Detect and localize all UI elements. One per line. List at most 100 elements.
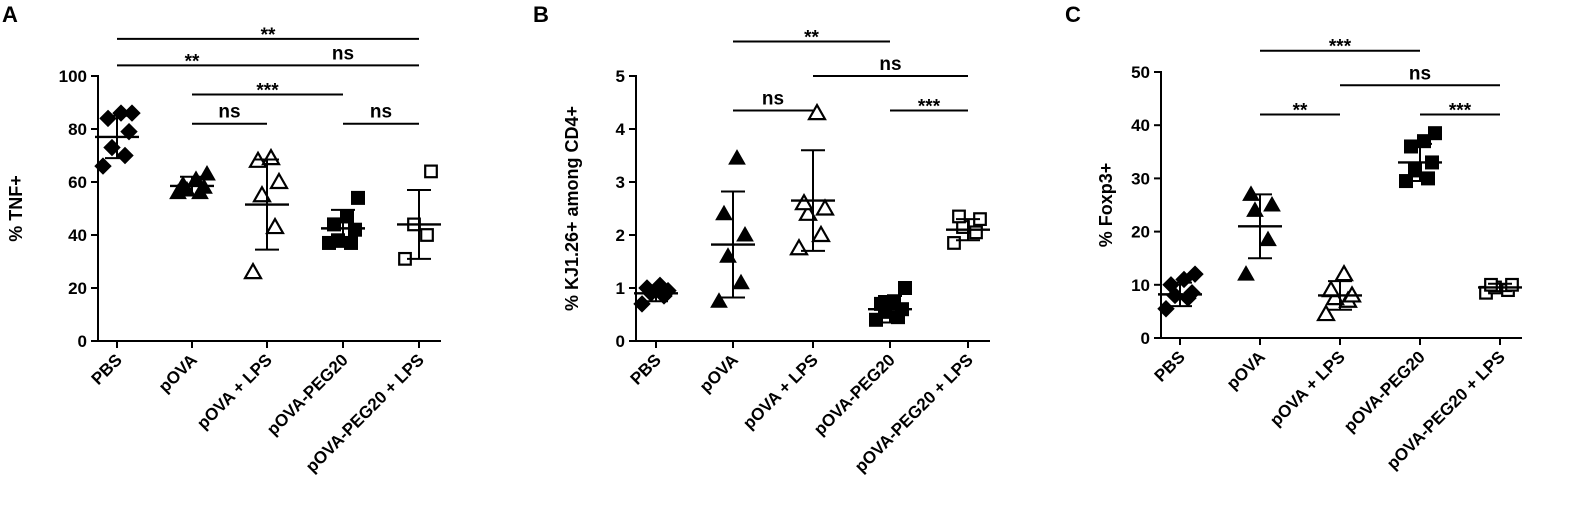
x-tick-label: pOVA + LPS	[193, 350, 276, 433]
x-tick-label: pOVA-PEG20	[810, 350, 899, 439]
y-tick-label: 0	[1141, 329, 1150, 348]
group-4	[1478, 277, 1522, 300]
significance-label: ***	[256, 81, 279, 102]
data-point	[269, 171, 289, 190]
group-3	[1398, 126, 1442, 189]
data-point	[1505, 277, 1519, 292]
data-point	[728, 149, 746, 165]
y-tick-label: 100	[59, 67, 87, 86]
data-point	[1408, 163, 1422, 178]
data-point	[424, 164, 438, 179]
data-point	[265, 216, 285, 235]
group-0	[633, 276, 678, 313]
significance-label: ns	[332, 43, 354, 64]
data-point	[736, 225, 754, 242]
y-tick-label: 40	[68, 226, 87, 245]
significance-label: ns	[879, 54, 901, 75]
x-tick-label: pOVA	[155, 350, 201, 396]
x-tick-label: pOVA	[696, 350, 742, 396]
data-point	[1428, 126, 1442, 141]
group-0	[1157, 265, 1204, 318]
data-point	[947, 236, 961, 250]
y-tick-label: 5	[616, 67, 625, 86]
group-1	[1237, 185, 1282, 281]
x-tick-label: pOVA-PEG20	[1340, 347, 1429, 436]
panel-letter-a: A	[2, 2, 18, 27]
group-2	[789, 102, 835, 256]
data-point	[1183, 284, 1201, 302]
data-point	[1259, 230, 1277, 247]
data-point	[123, 104, 141, 122]
x-tick-label: PBS	[88, 350, 126, 388]
significance-label: **	[1293, 101, 1308, 122]
data-point	[715, 204, 733, 221]
y-tick-label: 3	[616, 173, 625, 192]
y-tick-label: 1	[616, 279, 625, 298]
data-point	[1237, 265, 1255, 281]
y-tick-label: 60	[68, 173, 87, 192]
y-axis-label: % KJ1.26+ among CD4+	[562, 106, 582, 311]
group-0	[94, 104, 141, 175]
x-tick-label: pOVA	[1223, 347, 1269, 393]
data-point	[261, 147, 281, 166]
significance-label: **	[261, 25, 276, 46]
significance-label: ns	[370, 102, 392, 123]
data-point	[1263, 195, 1281, 212]
group-2	[1316, 263, 1362, 322]
y-axis-label: % Foxp3+	[1096, 163, 1116, 248]
group-3	[321, 190, 365, 250]
group-1	[710, 149, 755, 308]
x-tick-label: PBS	[1151, 347, 1189, 385]
data-point	[120, 122, 138, 141]
significance-label: **	[185, 51, 200, 72]
x-tick-label: pOVA + LPS	[1266, 347, 1349, 430]
group-1	[169, 165, 216, 200]
y-tick-label: 4	[616, 120, 626, 139]
group-3	[868, 281, 912, 327]
data-point	[710, 292, 728, 308]
data-point	[815, 198, 835, 216]
significance-label: ***	[1449, 101, 1472, 122]
y-tick-label: 0	[616, 332, 625, 351]
data-point	[789, 238, 809, 256]
significance-label: ***	[1329, 37, 1352, 58]
group-2	[243, 147, 289, 280]
y-tick-label: 50	[1131, 63, 1150, 82]
significance-label: ns	[1409, 63, 1431, 84]
x-tick-label: PBS	[627, 350, 665, 388]
y-tick-label: 40	[1131, 116, 1150, 135]
data-point	[94, 157, 112, 175]
significance-label: ns	[762, 88, 784, 109]
data-point	[732, 273, 750, 290]
data-point	[794, 192, 814, 211]
data-point	[243, 261, 263, 280]
data-point	[1484, 277, 1498, 292]
y-tick-label: 20	[1131, 223, 1150, 242]
data-point	[116, 146, 134, 165]
data-point	[811, 224, 831, 243]
data-point	[898, 281, 912, 295]
y-tick-label: 2	[616, 226, 625, 245]
data-point	[1334, 263, 1354, 282]
y-tick-label: 0	[78, 332, 87, 351]
y-tick-label: 20	[68, 279, 87, 298]
data-point	[1421, 171, 1435, 186]
x-tick-label: pOVA + LPS	[739, 350, 822, 433]
data-point	[807, 102, 827, 121]
data-point	[198, 165, 216, 181]
data-point	[420, 228, 434, 242]
panel-letter-b: B	[533, 2, 549, 27]
data-point	[348, 222, 362, 237]
significance-label: ns	[218, 102, 240, 123]
data-point	[952, 209, 966, 224]
panel-letter-c: C	[1065, 2, 1081, 27]
y-axis-label: % TNF+	[6, 175, 26, 242]
data-point	[1321, 279, 1341, 298]
data-point	[1186, 265, 1204, 283]
significance-label: **	[804, 28, 819, 49]
data-point	[969, 225, 983, 240]
